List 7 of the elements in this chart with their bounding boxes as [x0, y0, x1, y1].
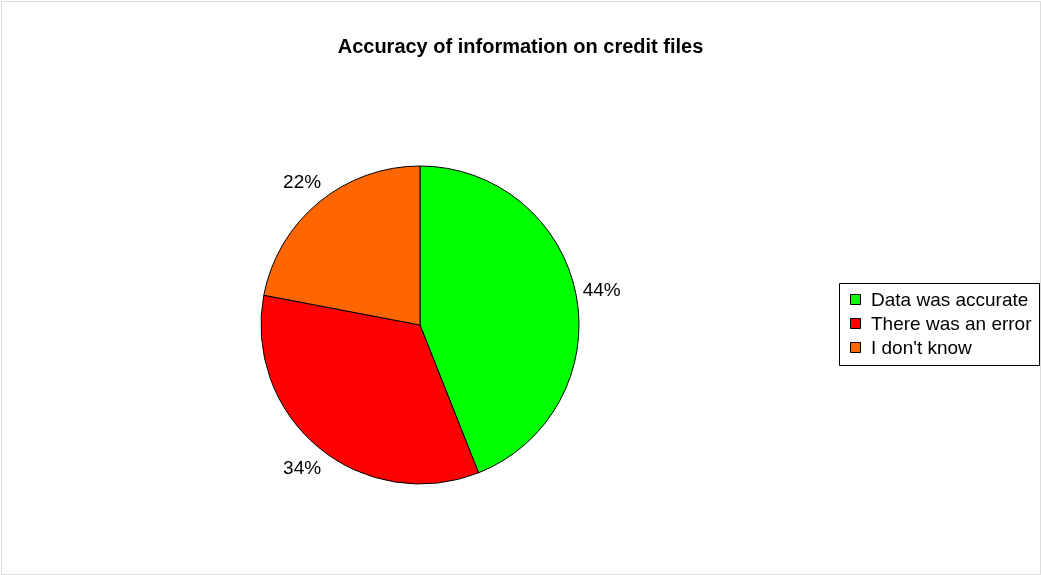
- legend-label: I don't know: [871, 336, 973, 358]
- data-label: 22%: [283, 171, 322, 193]
- data-label: 44%: [582, 279, 621, 301]
- data-label: 34%: [283, 456, 322, 478]
- legend-label: Data was accurate: [871, 288, 1029, 310]
- legend-label: There was an error: [871, 312, 1033, 334]
- chart-title: Accuracy of information on credit files: [337, 35, 704, 57]
